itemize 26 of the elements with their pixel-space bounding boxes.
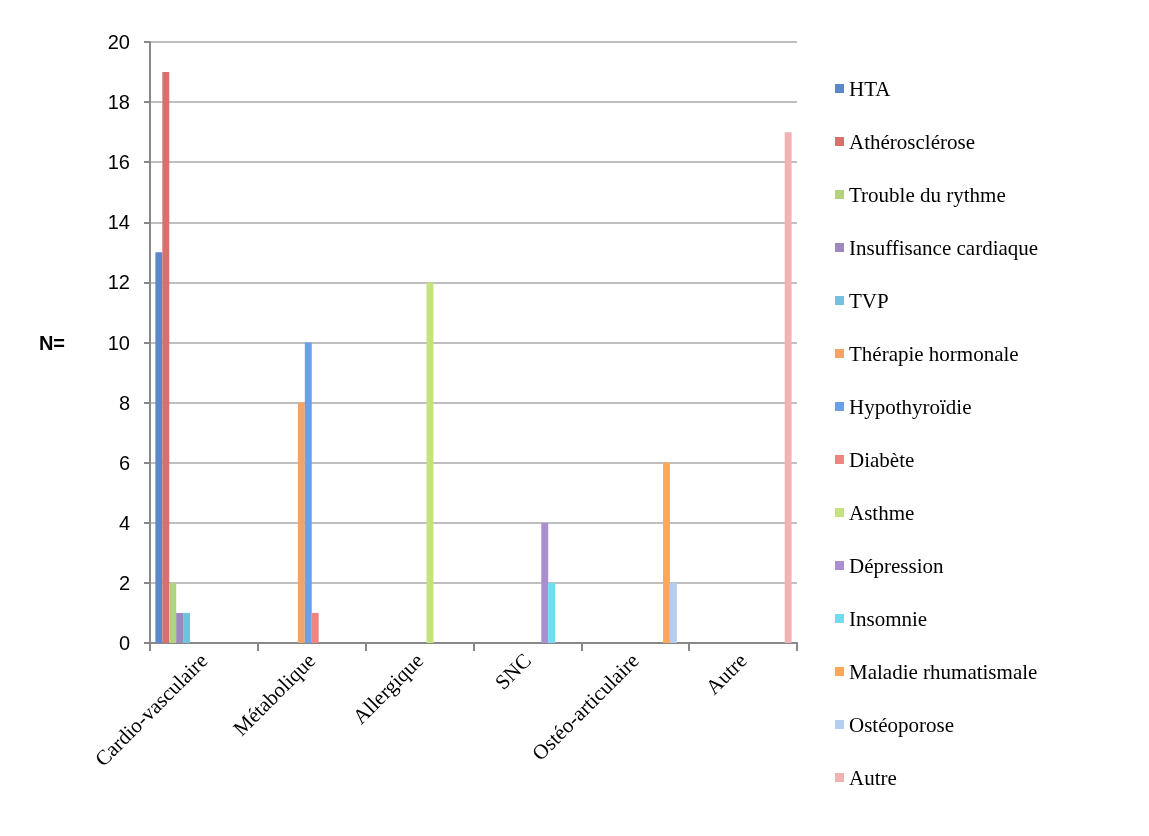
legend-label: Hypothyroïdie xyxy=(849,394,972,419)
y-tick-label: 20 xyxy=(107,31,130,53)
y-tick-label: 10 xyxy=(107,331,130,354)
y-axis-title: N= xyxy=(38,331,65,354)
legend-label: Dépression xyxy=(849,553,944,578)
y-tick-label: 16 xyxy=(107,151,130,174)
y-tick-label: 14 xyxy=(107,211,130,234)
y-tick-label: 18 xyxy=(107,91,130,114)
legend-label: Diabète xyxy=(849,447,915,472)
y-tick-label: 4 xyxy=(118,511,130,534)
y-tick-label: 6 xyxy=(118,451,130,474)
legend-label: TVP xyxy=(849,288,889,313)
legend-label: Insuffisance cardiaque xyxy=(849,235,1039,260)
legend-label: Autre xyxy=(849,765,897,790)
y-tick-label: 12 xyxy=(107,271,130,294)
legend-label: Trouble du rythme xyxy=(849,182,1006,207)
legend-label: HTA xyxy=(849,76,892,101)
legend-label: Maladie rhumatismale xyxy=(849,659,1038,684)
legend-label: Asthme xyxy=(849,500,915,525)
y-tick-label: 8 xyxy=(118,391,130,414)
legend-label: Athérosclérose xyxy=(849,129,975,154)
legend-label: Insomnie xyxy=(849,606,928,631)
legend-label: Ostéoporose xyxy=(849,712,954,737)
y-tick-label: 0 xyxy=(118,632,130,654)
legend-label: Thérapie hormonale xyxy=(849,341,1019,366)
y-tick-label: 2 xyxy=(118,571,130,594)
